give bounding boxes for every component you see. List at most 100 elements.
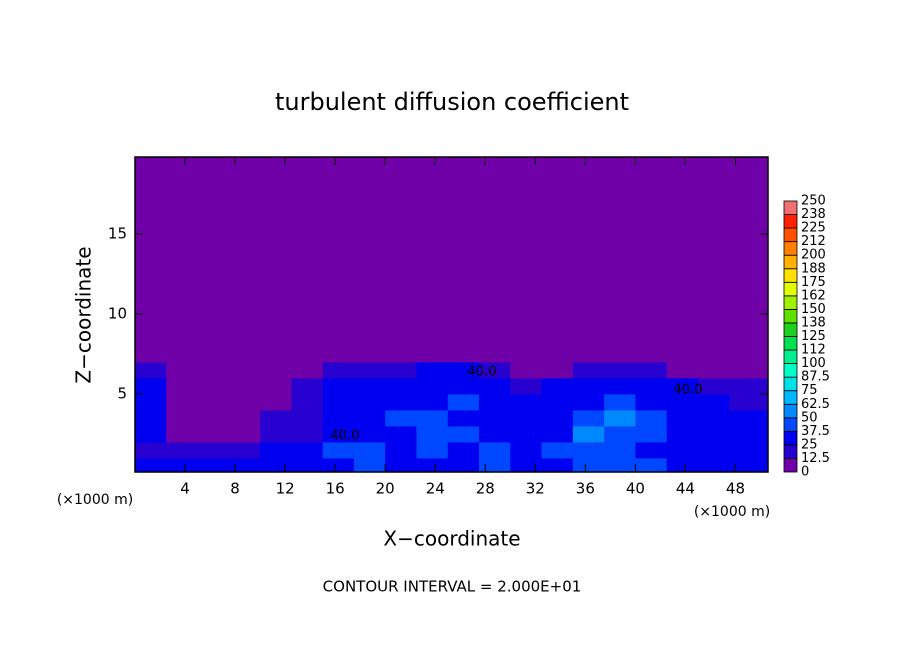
field-cell: [385, 393, 417, 411]
field-cell: [228, 393, 261, 411]
field-cell: [447, 345, 480, 363]
y-axis-label: Z−coordinate: [72, 246, 96, 383]
field-cell: [541, 441, 574, 459]
x-tick-label: 32: [526, 480, 545, 498]
colorbar-swatch: [783, 430, 798, 446]
field: [135, 157, 768, 472]
field-cell: [666, 457, 699, 472]
x-tick-label: 48: [726, 480, 745, 498]
field-cell: [729, 409, 768, 427]
field-cell: [697, 441, 730, 459]
field-cell: [322, 393, 355, 411]
colorbar-swatch: [783, 200, 798, 215]
field-cell: [228, 425, 261, 443]
colorbar-swatch: [783, 363, 798, 378]
colorbar-label: 250: [801, 194, 826, 209]
colorbar-label: 125: [801, 329, 826, 344]
field-cell: [447, 361, 480, 379]
field-cell: [353, 377, 386, 395]
field-cell: [572, 345, 605, 363]
field-cell: [479, 345, 511, 363]
colorbar-swatch: [783, 417, 798, 432]
field-cell: [260, 345, 292, 363]
colorbar-swatch: [783, 227, 798, 243]
field-cell: [729, 441, 768, 459]
field-cell: [729, 457, 768, 472]
colorbar-swatch: [783, 308, 798, 324]
field-cell: [666, 409, 699, 427]
colorbar-label: 75: [801, 383, 818, 398]
field-cell: [385, 377, 417, 395]
field-cell: [291, 393, 324, 411]
colorbar-swatch: [783, 458, 798, 473]
field-cell: [510, 377, 543, 395]
colorbar-label: 87.5: [801, 370, 830, 385]
x-tick-label: 24: [426, 480, 445, 498]
field-cell: [260, 361, 292, 379]
x-tick-label: 40: [626, 480, 645, 498]
field-cell: [635, 393, 668, 411]
field-cell: [197, 409, 230, 427]
field-cell: [260, 425, 292, 443]
x-tick-label: 16: [326, 480, 345, 498]
colorbar-swatch: [783, 268, 798, 283]
field-cell: [260, 409, 292, 427]
colorbar-label: 225: [801, 221, 826, 236]
colorbar-label: 150: [801, 302, 826, 317]
x-axis-label: X−coordinate: [383, 527, 520, 551]
field-cell: [447, 441, 480, 459]
field-cell: [510, 345, 543, 363]
field-cell: [572, 409, 605, 427]
colorbar-label: 100: [801, 356, 826, 371]
field-cell: [322, 409, 355, 427]
field-cell: [416, 393, 449, 411]
field-cell: [353, 361, 386, 379]
colorbar-label: 0: [801, 465, 809, 480]
field-cell: [510, 425, 543, 443]
field-cell: [572, 457, 605, 472]
field-cell: [729, 361, 768, 379]
field-cell: [697, 409, 730, 427]
colorbar-label: 212: [801, 234, 826, 249]
colorbar-label: 37.5: [801, 424, 830, 439]
field-cell: [322, 377, 355, 395]
field-cell: [353, 441, 386, 459]
field-cell: [322, 361, 355, 379]
field-cell: [228, 345, 261, 363]
colorbar-swatch: [783, 336, 798, 351]
field-cell: [635, 425, 668, 443]
field-cell: [291, 441, 324, 459]
field-cell: [385, 441, 417, 459]
field-cell: [604, 361, 636, 379]
field-cell: [697, 457, 730, 472]
field-cell: [135, 361, 167, 379]
colorbar-label: 50: [801, 410, 818, 425]
field-cell: [166, 457, 199, 472]
field-cell: [666, 377, 699, 395]
colorbar-swatch: [783, 322, 798, 337]
field-cell: [697, 393, 730, 411]
field-cell: [416, 409, 449, 427]
field-cell: [479, 425, 511, 443]
field-cell: [166, 425, 199, 443]
colorbar-swatch: [783, 349, 798, 364]
field-cell: [541, 425, 574, 443]
field-cell: [166, 393, 199, 411]
field-cell: [353, 425, 386, 443]
field-cell: [729, 377, 768, 395]
field-cell: [322, 425, 355, 443]
field-cell: [604, 457, 636, 472]
chart-title: turbulent diffusion coefficient: [275, 88, 629, 116]
contour-label: 40.0: [331, 429, 360, 444]
field-cell: [135, 345, 167, 363]
x-tick-label: 12: [276, 480, 295, 498]
colorbar-label: 238: [801, 207, 826, 222]
colorbar-swatch: [783, 241, 798, 256]
field-cell: [322, 457, 355, 472]
colorbar-label: 175: [801, 275, 826, 290]
field-cell: [447, 425, 480, 443]
field-cell: [510, 441, 543, 459]
field-cell: [510, 409, 543, 427]
field-cell: [353, 457, 386, 472]
field-cell: [604, 441, 636, 459]
